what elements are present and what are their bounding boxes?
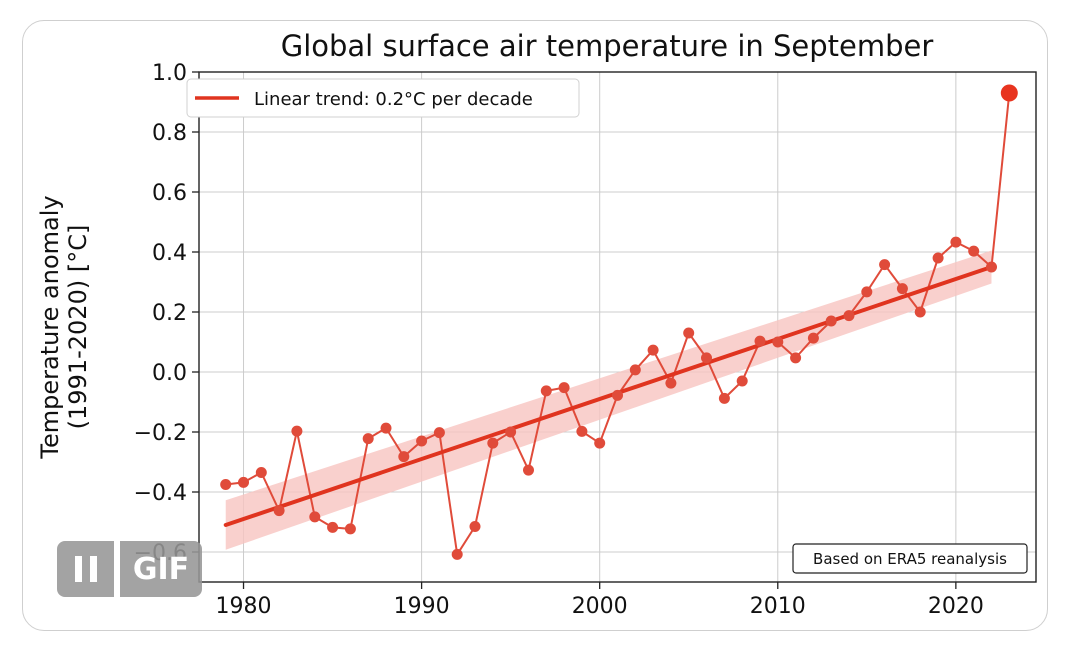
data-point [558, 382, 570, 394]
data-point [505, 426, 517, 438]
annotation-box: Based on ERA5 reanalysis [792, 543, 1028, 574]
trend-band [225, 250, 992, 550]
y-tick-label: 0.6 [152, 181, 187, 206]
trend-line [223, 265, 994, 527]
data-point [469, 521, 481, 532]
data-point [433, 427, 445, 439]
data-point [807, 332, 819, 344]
data-point [896, 283, 908, 295]
data-point [398, 451, 410, 463]
data-point [950, 236, 962, 248]
x-tick-label: 2000 [572, 594, 628, 619]
data-point [754, 335, 766, 347]
data-point [451, 548, 463, 560]
legend-label: Linear trend: 0.2°C per decade [254, 89, 533, 110]
data-point [790, 352, 802, 364]
legend: Linear trend: 0.2°C per decade [186, 78, 580, 118]
data-point [220, 479, 232, 490]
data-layer [220, 84, 1018, 560]
annotation-text: Based on ERA5 reanalysis [813, 550, 1007, 568]
data-point [879, 259, 891, 271]
data-point [362, 433, 374, 445]
data-point [380, 422, 392, 434]
data-point [772, 336, 784, 348]
data-point [968, 245, 980, 257]
data-point [487, 437, 499, 449]
x-tick-label: 1980 [216, 594, 272, 619]
data-point [718, 392, 730, 404]
data-point [576, 425, 588, 437]
data-point [612, 389, 623, 401]
plot-frame [198, 71, 1037, 583]
data-point [736, 375, 748, 387]
chart-card [22, 20, 1048, 631]
y-tick-label: 0.4 [152, 241, 187, 266]
y-tick-label: 1.0 [152, 61, 187, 86]
gif-badge[interactable]: GIF [120, 541, 202, 597]
data-point [291, 425, 303, 437]
y-tick-label: −0.4 [134, 481, 187, 506]
data-point [843, 310, 855, 322]
y-tick-label: 0.8 [152, 121, 187, 146]
y-axis-label-line2: (1991-2020) [°C] [64, 225, 92, 430]
pause-button[interactable] [57, 541, 114, 597]
data-point [327, 521, 339, 533]
trend-confidence-band [225, 250, 992, 550]
data-point [255, 467, 267, 478]
pause-icon [74, 556, 97, 582]
y-tick-label: 0.0 [152, 361, 187, 386]
chart-title: Global surface air temperature in Septem… [281, 29, 934, 63]
data-point [986, 261, 997, 273]
data-point [683, 327, 695, 339]
data-point [523, 464, 534, 476]
data-point [309, 511, 321, 523]
data-point [594, 437, 606, 449]
data-point [914, 306, 926, 318]
data-point [861, 286, 873, 298]
data-point [416, 435, 428, 447]
annotation-frame [792, 543, 1028, 574]
data-point [825, 315, 837, 327]
data-point [629, 364, 641, 376]
data-point [273, 505, 285, 517]
data-point [344, 523, 356, 535]
data-point [647, 344, 659, 356]
x-tick-label: 2020 [928, 594, 984, 619]
x-tick-label: 2010 [750, 594, 806, 619]
y-tick-label: −0.2 [134, 421, 187, 446]
data-point [665, 377, 677, 389]
gif-logo: GIF [132, 551, 190, 587]
data-point [540, 385, 552, 397]
x-tick-label: 1990 [394, 594, 450, 619]
data-point [701, 352, 712, 364]
y-tick-label: 0.2 [152, 301, 187, 326]
legend-box [186, 78, 580, 118]
y-axis-label-line1: Temperature anomaly [36, 195, 64, 459]
data-point [932, 252, 944, 264]
data-point-latest [1000, 84, 1018, 102]
data-point [238, 476, 249, 488]
